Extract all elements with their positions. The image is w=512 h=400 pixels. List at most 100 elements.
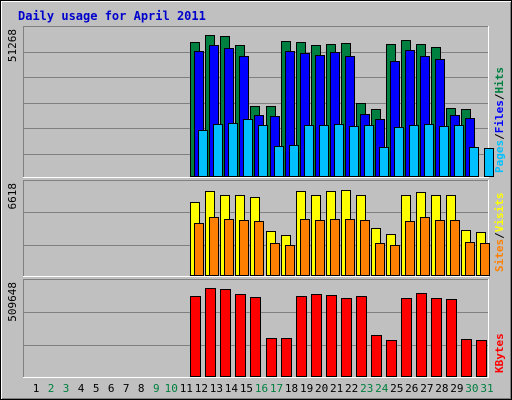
x-tick-label-day-31: 31: [480, 382, 493, 395]
bar-kbytes-day-17: [266, 338, 277, 377]
bar-pages-day-28: [439, 126, 449, 177]
bar-pages-day-24: [379, 147, 389, 177]
x-tick-label-day-12: 12: [195, 382, 208, 395]
legend-pages: Pages: [493, 140, 506, 173]
bar-pages-day-13: [213, 124, 223, 177]
series-legend: KBytes: [493, 333, 506, 373]
bar-sites-day-23: [360, 220, 370, 276]
bar-kbytes-day-24: [371, 335, 382, 377]
bar-kbytes-day-21: [326, 295, 337, 377]
x-tick-label-day-28: 28: [435, 382, 448, 395]
bar-pages-day-18: [289, 145, 299, 177]
bar-kbytes-day-13: [205, 288, 216, 377]
x-tick-label-day-20: 20: [315, 382, 328, 395]
bar-pages-day-19: [304, 125, 314, 177]
x-tick-label-day-4: 4: [78, 382, 85, 395]
bar-sites-day-24: [375, 243, 385, 276]
bar-pages-day-30: [469, 147, 479, 177]
x-tick-label-day-25: 25: [390, 382, 403, 395]
bar-kbytes-day-16: [250, 297, 261, 377]
bar-sites-day-21: [330, 219, 340, 276]
bar-sites-day-12: [194, 223, 204, 276]
bar-sites-day-19: [300, 219, 310, 276]
y-max-label: 51268: [6, 29, 19, 62]
x-tick-label-day-14: 14: [225, 382, 239, 395]
bar-pages-day-27: [424, 124, 434, 177]
bar-pages-day-25: [394, 127, 404, 177]
bar-sites-day-18: [285, 245, 295, 276]
bar-pages-day-14: [228, 123, 238, 177]
bar-pages-day-20: [319, 125, 329, 177]
x-tick-label-day-15: 15: [240, 382, 253, 395]
bar-pages-day-17: [274, 146, 284, 177]
x-tick-label-day-16: 16: [255, 382, 268, 395]
bar-kbytes-day-22: [341, 298, 352, 377]
legend-visits: Visits: [493, 193, 506, 233]
bar-pages-day-22: [349, 126, 359, 177]
x-tick-label-day-13: 13: [210, 382, 223, 395]
legend-hits: Hits: [493, 67, 506, 94]
series-kbytes: [190, 288, 487, 377]
x-tick-label-day-9: 9: [153, 382, 160, 395]
x-tick-label-day-19: 19: [300, 382, 313, 395]
legend-slash: /: [493, 133, 506, 140]
bar-kbytes-day-23: [356, 296, 367, 377]
bar-pages-day-15: [243, 119, 253, 177]
legend-slash: /: [493, 93, 506, 100]
bar-kbytes-day-27: [416, 293, 427, 377]
bar-sites-day-28: [435, 220, 445, 276]
x-axis-labels: 1 2 3 4 5 6 7 8 9 10 11 12 13 14 15 16 17 18 19 20 21 22 23 24 2…: [33, 382, 494, 395]
bar-kbytes-day-18: [281, 338, 292, 377]
bar-sites-day-29: [450, 220, 460, 276]
bar-pages-day-26: [409, 125, 419, 177]
series-legend: Sites/Visits: [493, 193, 506, 273]
bar-kbytes-day-31: [476, 340, 487, 377]
x-tick-label-day-21: 21: [330, 382, 343, 395]
x-tick-label-day-6: 6: [108, 382, 115, 395]
x-tick-label-day-7: 7: [123, 382, 130, 395]
legend-slash: /: [493, 232, 506, 239]
panel-visits-sites: 6618 Sites/Visits: [6, 180, 506, 277]
y-max-label: 6618: [6, 183, 19, 210]
bar-sites-day-16: [254, 221, 264, 276]
bar-sites-day-17: [270, 243, 280, 276]
x-tick-label-day-18: 18: [285, 382, 298, 395]
bar-kbytes-day-12: [190, 296, 201, 377]
panel-kbytes: 509648 KBytes: [6, 279, 506, 378]
x-tick-label-day-27: 27: [420, 382, 433, 395]
x-tick-label-day-10: 10: [165, 382, 178, 395]
x-tick-label-day-29: 29: [450, 382, 463, 395]
bar-sites-day-15: [239, 220, 249, 276]
bar-pages-day-16: [258, 125, 268, 177]
bar-sites-day-14: [224, 219, 234, 276]
legend-sites: Sites: [493, 239, 506, 272]
bar-sites-day-31: [480, 243, 490, 276]
bar-pages-day-12: [198, 130, 208, 177]
bar-sites-day-13: [209, 217, 219, 276]
x-tick-label-day-8: 8: [138, 382, 145, 395]
bar-sites-day-20: [315, 220, 325, 276]
y-max-label: 509648: [6, 282, 19, 322]
x-tick-label-day-26: 26: [405, 382, 418, 395]
x-tick-label-day-24: 24: [375, 382, 389, 395]
bar-pages-day-23: [364, 125, 374, 177]
x-tick-label-day-22: 22: [345, 382, 358, 395]
x-tick-label-day-30: 30: [465, 382, 478, 395]
x-tick-label-day-11: 11: [180, 382, 193, 395]
bar-sites-day-30: [465, 242, 475, 276]
bar-kbytes-day-20: [311, 294, 322, 377]
bar-kbytes-day-14: [220, 289, 231, 377]
legend-files: Files: [493, 100, 506, 133]
bar-kbytes-day-15: [235, 294, 246, 377]
x-tick-label-day-2: 2: [48, 382, 55, 395]
bar-kbytes-day-25: [386, 340, 397, 377]
bar-kbytes-day-19: [296, 296, 307, 377]
chart-panels: 51268Pages/Files/Hits6618Sites/Visits509…: [6, 26, 506, 378]
bar-pages-day-29: [454, 125, 464, 177]
bar-pages-day-21: [334, 124, 344, 177]
x-tick-label-day-1: 1: [33, 382, 40, 395]
x-tick-label-day-5: 5: [93, 382, 100, 395]
series-pages: [198, 119, 494, 177]
